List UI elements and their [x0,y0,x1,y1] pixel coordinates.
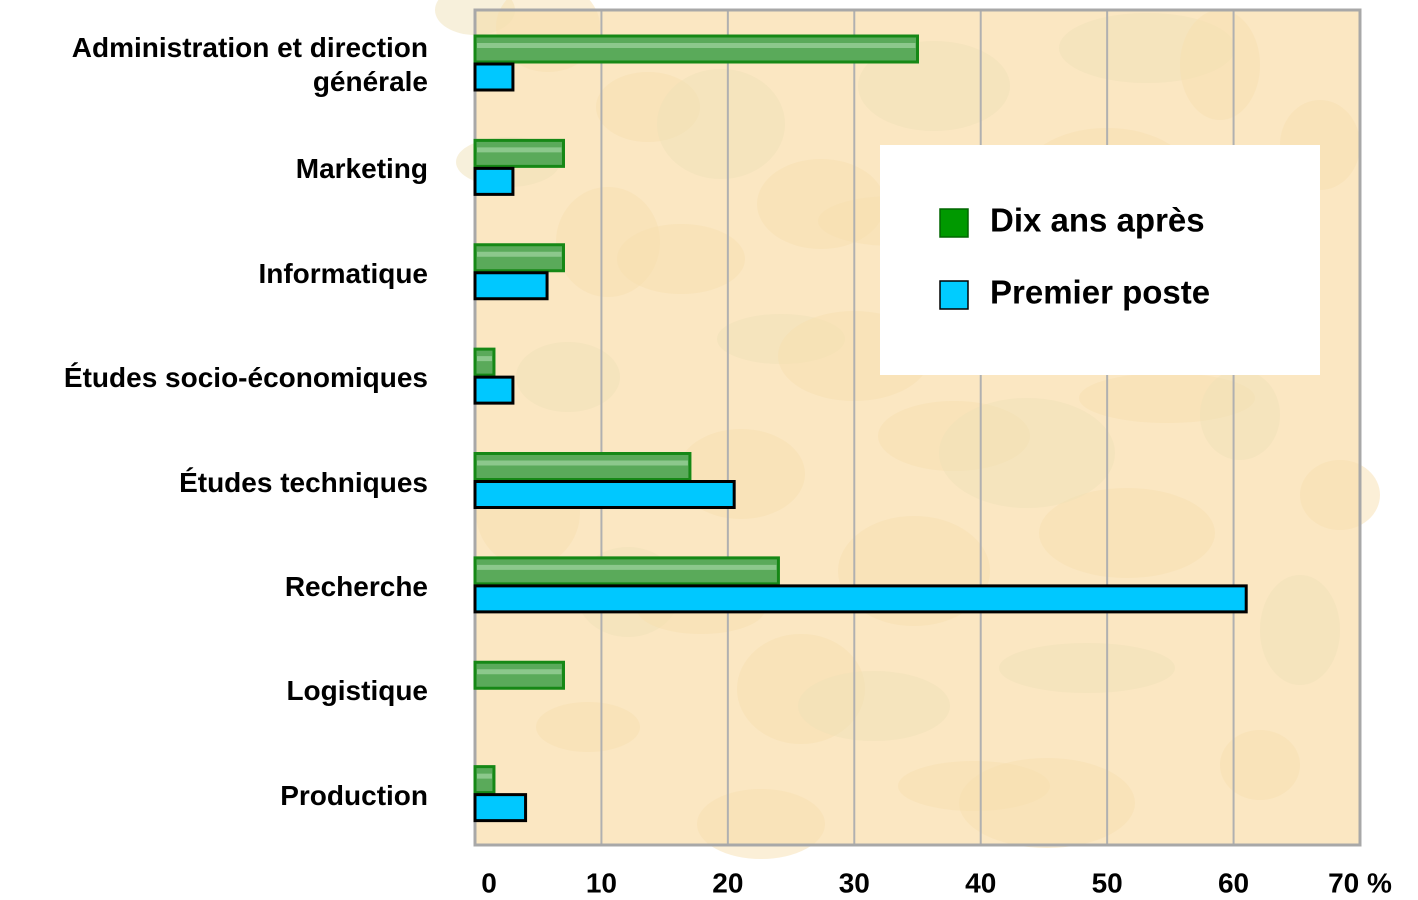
x-tick-label: 60 [1218,867,1249,898]
texture [617,224,745,294]
texture [1200,370,1280,460]
x-tick-label: 50 [1092,867,1123,898]
bar [473,138,565,168]
texture [1220,730,1300,800]
category-label: Études techniques [179,466,428,498]
bar [473,660,565,690]
texture [999,643,1175,693]
bar [473,243,565,273]
bar-highlight [477,773,492,779]
x-tick-label: 0 [481,867,497,898]
bar [473,271,549,301]
bar-highlight [477,564,777,570]
bar [473,793,528,823]
x-tick-label: 20 [712,867,743,898]
bar-highlight [477,460,688,466]
category-label: Études socio-économiques [63,362,428,394]
category-label: Logistique [286,675,428,707]
x-tick-label: 30 [839,867,870,898]
bar [473,62,515,92]
bar-highlight [477,669,562,675]
texture [798,671,950,741]
texture [516,342,620,412]
bar [473,480,736,509]
x-tick-label: 10 [586,867,617,898]
texture [1039,488,1215,578]
texture [959,758,1135,848]
category-label: Informatique [258,257,428,289]
bar [473,452,692,481]
texture [939,398,1115,508]
category-label: Marketing [295,153,428,185]
legend-swatch [939,208,969,238]
texture [657,69,785,179]
bar [473,347,496,377]
category-label: Recherche [284,570,428,602]
legend-label: Dix ans après [990,202,1205,239]
x-tick-label: 70 % [1328,867,1392,898]
texture [697,789,825,859]
bar [473,584,1248,614]
bar [473,375,515,405]
bar [473,34,919,64]
texture [1180,10,1260,120]
bar [473,765,496,795]
bar-highlight [477,251,562,257]
bar-highlight [477,147,562,153]
bar [473,166,515,196]
plot-border [473,8,1362,847]
bar-highlight [477,43,916,48]
category-label: Production [280,779,428,811]
bar-highlight [477,356,492,362]
bar [473,556,780,586]
category-label: Administration et direction générale [71,32,428,97]
texture [536,702,640,752]
legend-label: Premier poste [990,274,1210,311]
texture [1260,575,1340,685]
legend-box [880,145,1320,375]
texture [1300,460,1380,530]
legend-swatch [939,280,969,310]
x-tick-label: 40 [965,867,996,898]
